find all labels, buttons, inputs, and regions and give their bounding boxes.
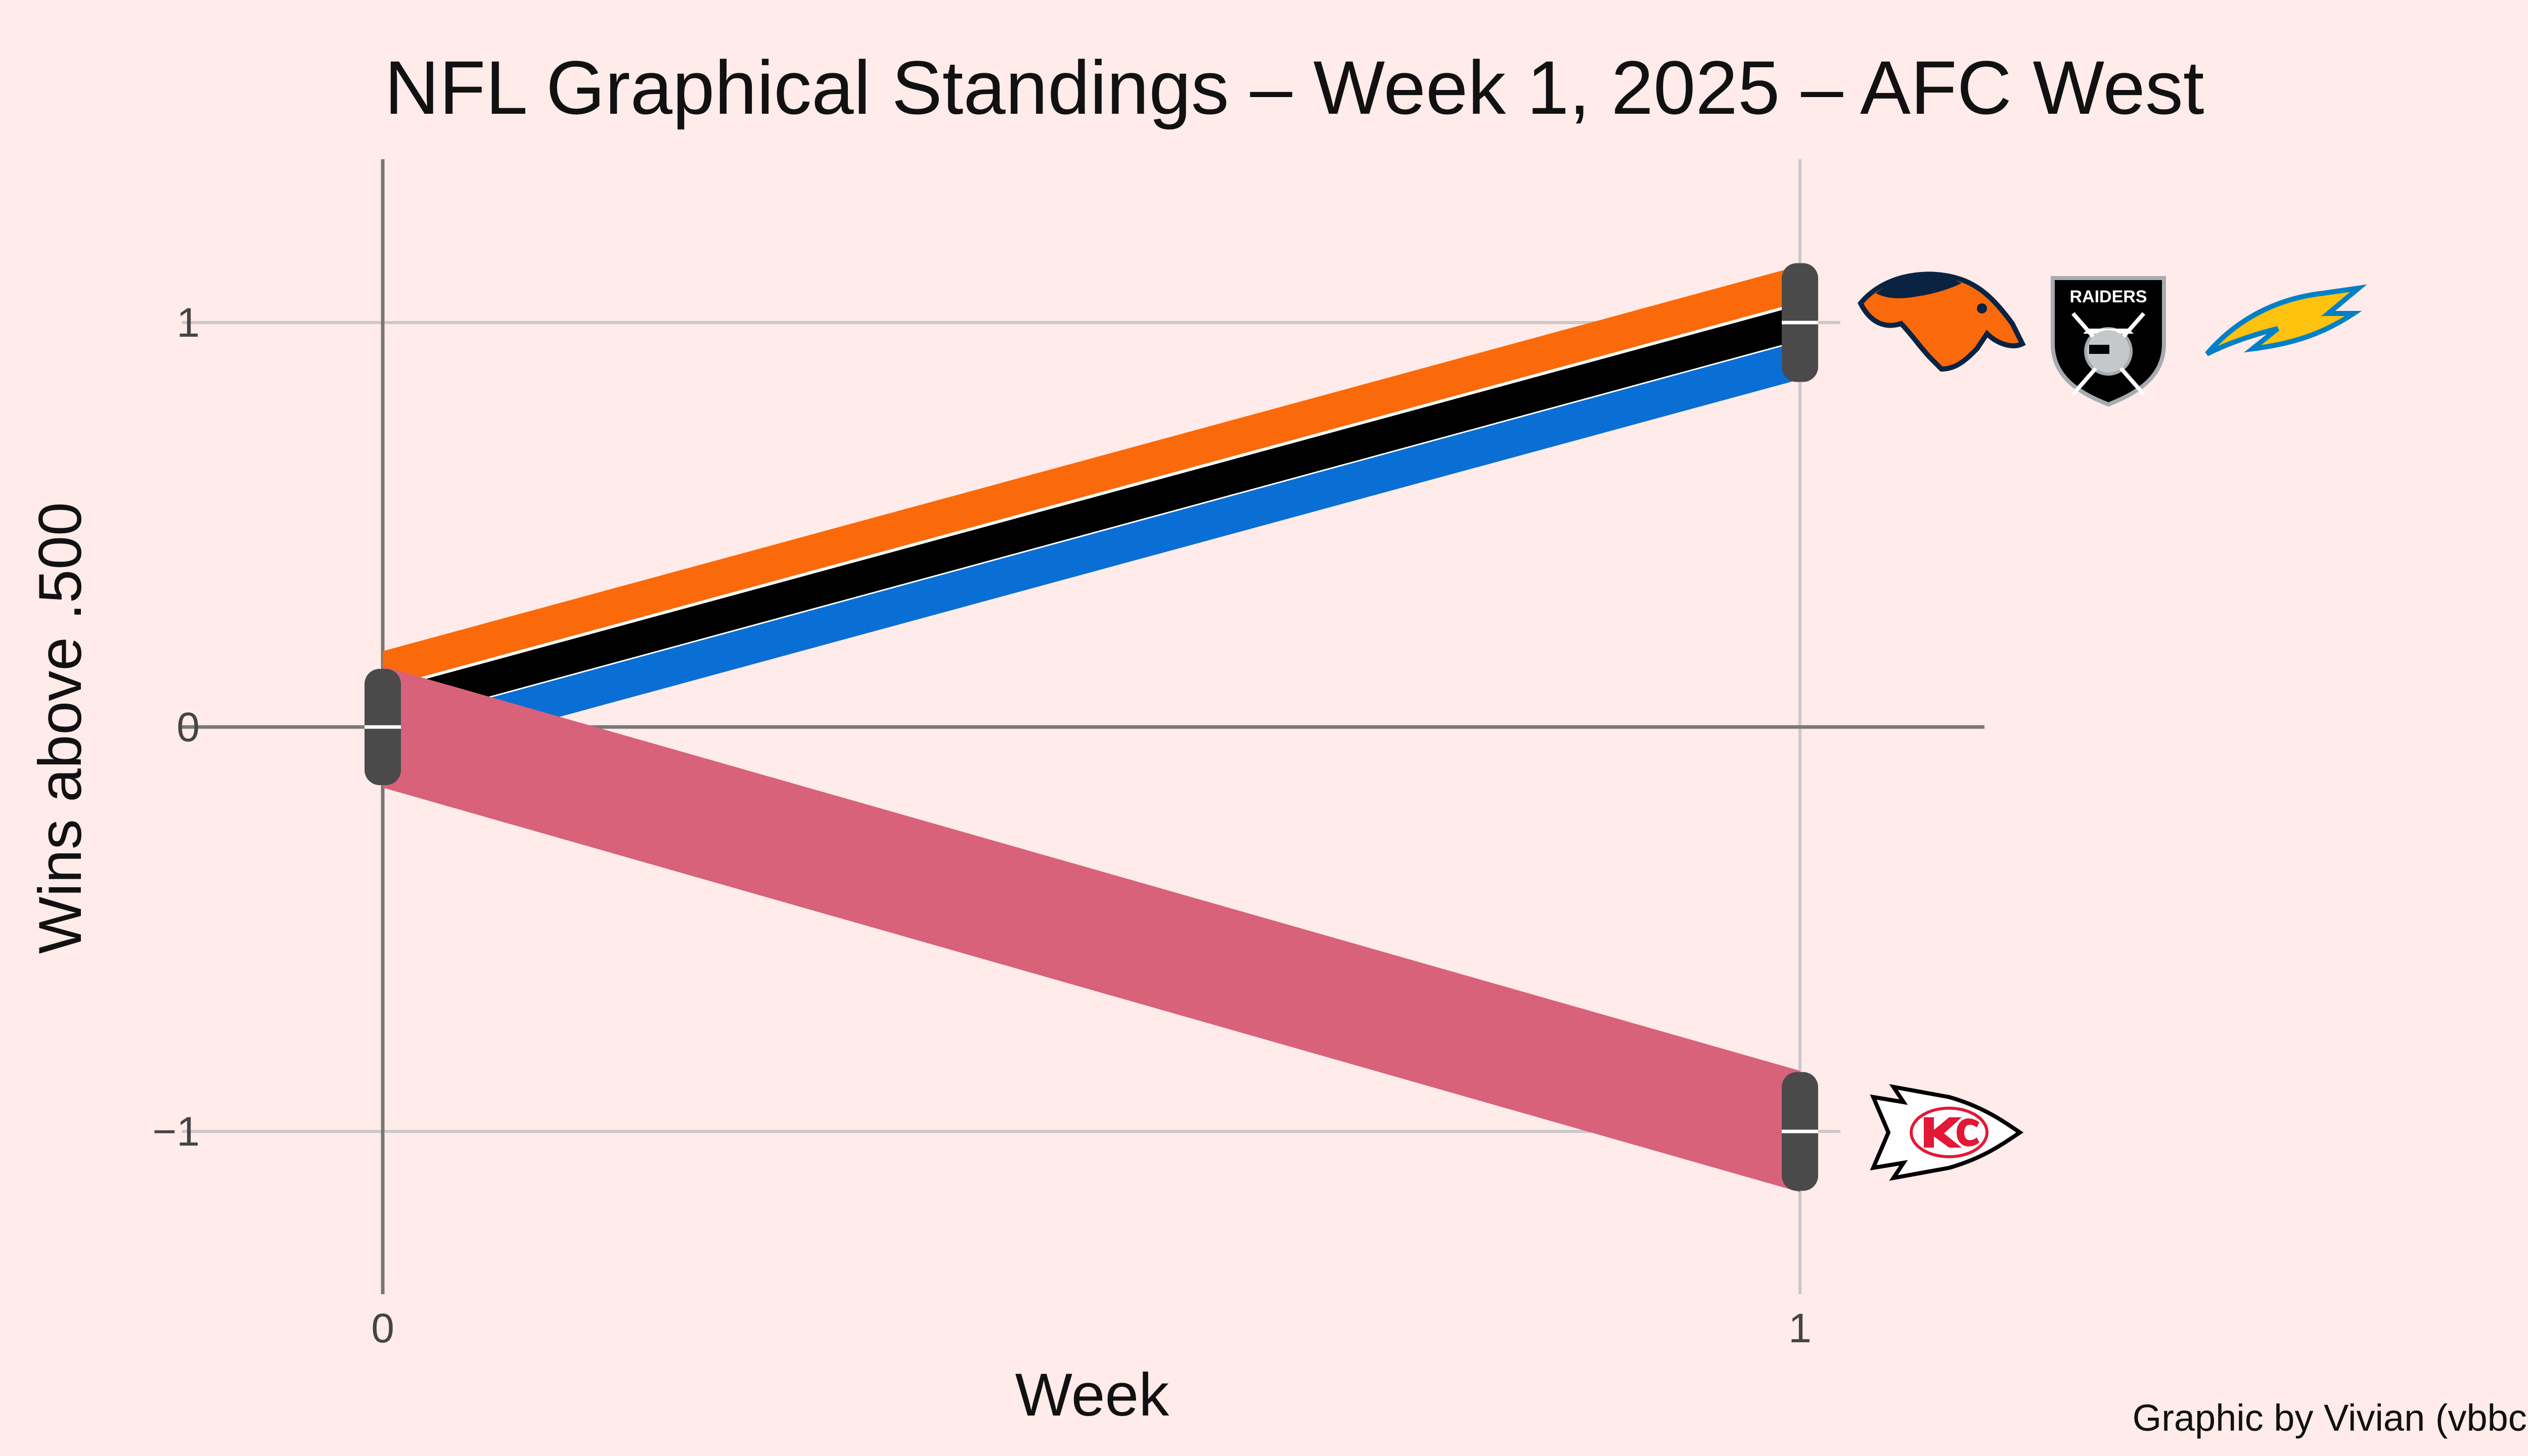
chiefs-logo	[1870, 1084, 2024, 1181]
band-layer	[381, 265, 1801, 1192]
broncos-mane	[1876, 275, 1962, 298]
team-band-broncos	[383, 265, 1800, 689]
x-axis-label: Week	[1015, 1361, 1170, 1429]
y-tick-label: −1	[153, 1109, 200, 1155]
credit-text: Graphic by Vivian (vbbcla)	[2133, 1397, 2528, 1439]
raiders-logo: RAIDERS	[2051, 276, 2166, 407]
chart-title: NFL Graphical Standings – Week 1, 2025 –…	[384, 45, 2204, 130]
raiders-logo-text: RAIDERS	[2069, 287, 2147, 306]
x-tick-label: 0	[371, 1305, 394, 1351]
logo-layer: RAIDERS	[1858, 271, 2367, 1181]
chargers-logo	[2205, 284, 2367, 356]
x-tick-label: 1	[1788, 1305, 1812, 1351]
broncos-logo	[1858, 271, 2026, 372]
y-tick-label: 0	[176, 704, 200, 750]
y-tick-label: 1	[176, 300, 200, 346]
chiefs-c	[1957, 1118, 1979, 1147]
broncos-eye	[1977, 303, 1987, 313]
chiefs-k	[1924, 1117, 1962, 1148]
team-band-raiders	[381, 301, 1801, 729]
chargers-bolt	[2205, 284, 2367, 356]
team-band-chiefs	[383, 666, 1800, 1192]
chiefs-oval	[1910, 1107, 1989, 1158]
marker-layer	[365, 263, 1818, 1191]
y-axis-label: Wins above .500	[26, 502, 94, 954]
raiders-eyepatch	[2089, 345, 2109, 354]
team-band-chargers	[383, 341, 1800, 765]
